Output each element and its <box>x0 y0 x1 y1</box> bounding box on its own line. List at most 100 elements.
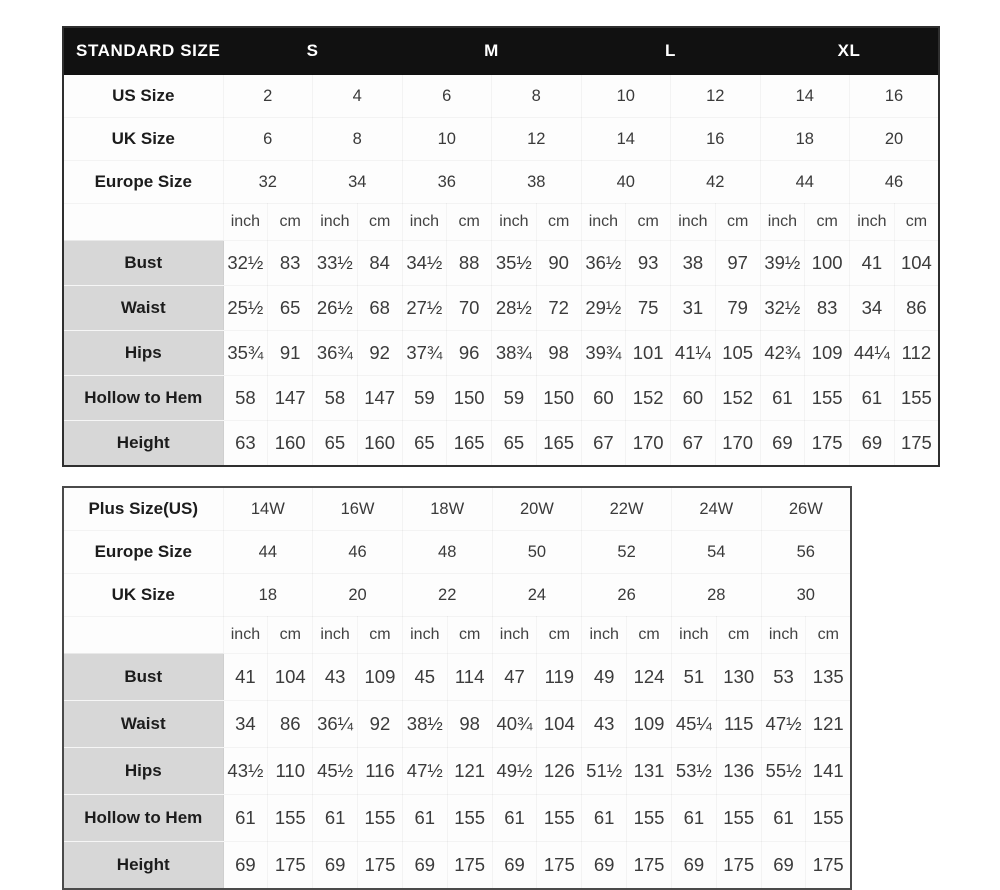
row-label-plus-size-us: Plus Size(US) <box>62 486 224 531</box>
measure-value-cell: 88 <box>446 240 492 286</box>
measure-value-cell: 65 <box>491 420 537 467</box>
size-value-cell: 22W <box>581 486 672 531</box>
size-value-cell: 56 <box>760 530 852 574</box>
measure-value-cell: 92 <box>357 700 403 748</box>
size-value-cell: 14 <box>759 74 850 118</box>
measure-value-cell: 100 <box>804 240 850 286</box>
measure-value-cell: 72 <box>535 285 582 331</box>
measure-value-cell: 175 <box>267 841 314 890</box>
measure-value-cell: 61 <box>222 794 269 842</box>
measure-value-cell: 121 <box>446 747 493 795</box>
measure-value-cell: 35¾ <box>222 330 269 376</box>
measure-value-cell: 70 <box>446 285 492 331</box>
measure-value-cell: 63 <box>222 420 269 467</box>
measure-value-cell: 33½ <box>312 240 358 286</box>
row-label-bust: Bust <box>63 240 224 286</box>
size-group-header-l: L <box>581 27 760 75</box>
measure-value-cell: 45 <box>401 653 448 701</box>
measure-value-cell: 160 <box>267 420 313 467</box>
unit-label-inch: inch <box>223 204 268 241</box>
measure-value-cell: 121 <box>805 700 852 748</box>
measure-value-cell: 41¼ <box>670 330 716 376</box>
measure-value-cell: 105 <box>714 330 761 376</box>
unit-label-cm: cm <box>716 617 761 654</box>
measure-value-cell: 36½ <box>580 240 627 286</box>
row-label-waist: Waist <box>63 285 224 331</box>
measure-value-cell: 175 <box>893 420 940 467</box>
size-value-cell: 6 <box>401 74 492 118</box>
row-label-us-size: US Size <box>62 74 224 118</box>
measure-value-cell: 175 <box>357 841 403 890</box>
measure-value-cell: 61 <box>849 375 895 421</box>
measure-value-cell: 86 <box>893 285 940 331</box>
measure-value-cell: 84 <box>356 240 403 286</box>
row-label-bust: Bust <box>63 653 224 701</box>
size-value-cell: 10 <box>401 117 492 161</box>
measure-value-cell: 47½ <box>401 747 448 795</box>
unit-label-inch: inch <box>850 204 895 241</box>
measure-value-cell: 155 <box>357 794 403 842</box>
measure-value-cell: 38½ <box>401 700 448 748</box>
measure-value-cell: 69 <box>760 841 807 890</box>
measure-value-cell: 165 <box>535 420 582 467</box>
measure-value-cell: 65 <box>267 285 313 331</box>
measure-value-cell: 155 <box>805 794 852 842</box>
measure-value-cell: 98 <box>535 330 582 376</box>
measure-value-cell: 90 <box>535 240 582 286</box>
unit-label-inch: inch <box>492 617 537 654</box>
size-value-cell: 24 <box>491 573 583 617</box>
measure-value-cell: 92 <box>356 330 403 376</box>
measure-value-cell: 34 <box>222 700 269 748</box>
measure-value-cell: 32½ <box>759 285 806 331</box>
standard-size-table: STANDARD SIZE S M L XL US Size 2 4 6 8 10 12 14 16 UK … <box>62 26 940 467</box>
measure-value-cell: 35½ <box>491 240 537 286</box>
measure-value-cell: 131 <box>626 747 672 795</box>
measure-value-cell: 147 <box>356 375 403 421</box>
unit-label-cm: cm <box>536 204 581 241</box>
measure-value-cell: 104 <box>893 240 940 286</box>
measure-value-cell: 49½ <box>491 747 538 795</box>
unit-label-inch: inch <box>761 617 806 654</box>
measure-value-cell: 49 <box>581 653 628 701</box>
measure-value-cell: 150 <box>535 375 582 421</box>
measure-value-cell: 43 <box>312 653 359 701</box>
unit-label-cm: cm <box>715 204 760 241</box>
size-value-cell: 44 <box>759 160 850 204</box>
measure-value-cell: 51½ <box>581 747 628 795</box>
measure-value-cell: 55½ <box>760 747 807 795</box>
measure-value-cell: 68 <box>356 285 403 331</box>
measure-value-cell: 67 <box>670 420 716 467</box>
size-value-cell: 12 <box>491 117 582 161</box>
unit-label-cm: cm <box>806 617 851 654</box>
size-group-header-m: M <box>402 27 581 75</box>
measure-value-cell: 53½ <box>670 747 717 795</box>
unit-label-inch: inch <box>582 617 627 654</box>
measure-value-cell: 26½ <box>312 285 358 331</box>
row-label-uk-size: UK Size <box>62 117 224 161</box>
size-value-cell: 52 <box>581 530 672 574</box>
measure-value-cell: 28½ <box>491 285 537 331</box>
unit-label-cm: cm <box>358 617 403 654</box>
measure-value-cell: 69 <box>401 841 448 890</box>
size-value-cell: 18 <box>759 117 850 161</box>
measure-value-cell: 83 <box>804 285 850 331</box>
measure-value-cell: 51 <box>670 653 717 701</box>
measure-value-cell: 61 <box>760 794 807 842</box>
size-value-cell: 54 <box>670 530 762 574</box>
size-value-cell: 30 <box>760 573 852 617</box>
unit-label-cm: cm <box>537 617 582 654</box>
size-value-cell: 14W <box>222 486 314 531</box>
measure-value-cell: 175 <box>626 841 672 890</box>
row-label-uk-size: UK Size <box>62 573 224 617</box>
measure-value-cell: 141 <box>805 747 852 795</box>
measure-value-cell: 45¼ <box>670 700 717 748</box>
measure-value-cell: 69 <box>849 420 895 467</box>
measure-value-cell: 61 <box>670 794 717 842</box>
unit-label-inch: inch <box>760 204 805 241</box>
measure-value-cell: 155 <box>893 375 940 421</box>
measure-value-cell: 36¾ <box>312 330 358 376</box>
size-value-cell: 28 <box>670 573 762 617</box>
measure-value-cell: 25½ <box>222 285 269 331</box>
measure-value-cell: 27½ <box>401 285 448 331</box>
size-value-cell: 38 <box>491 160 582 204</box>
